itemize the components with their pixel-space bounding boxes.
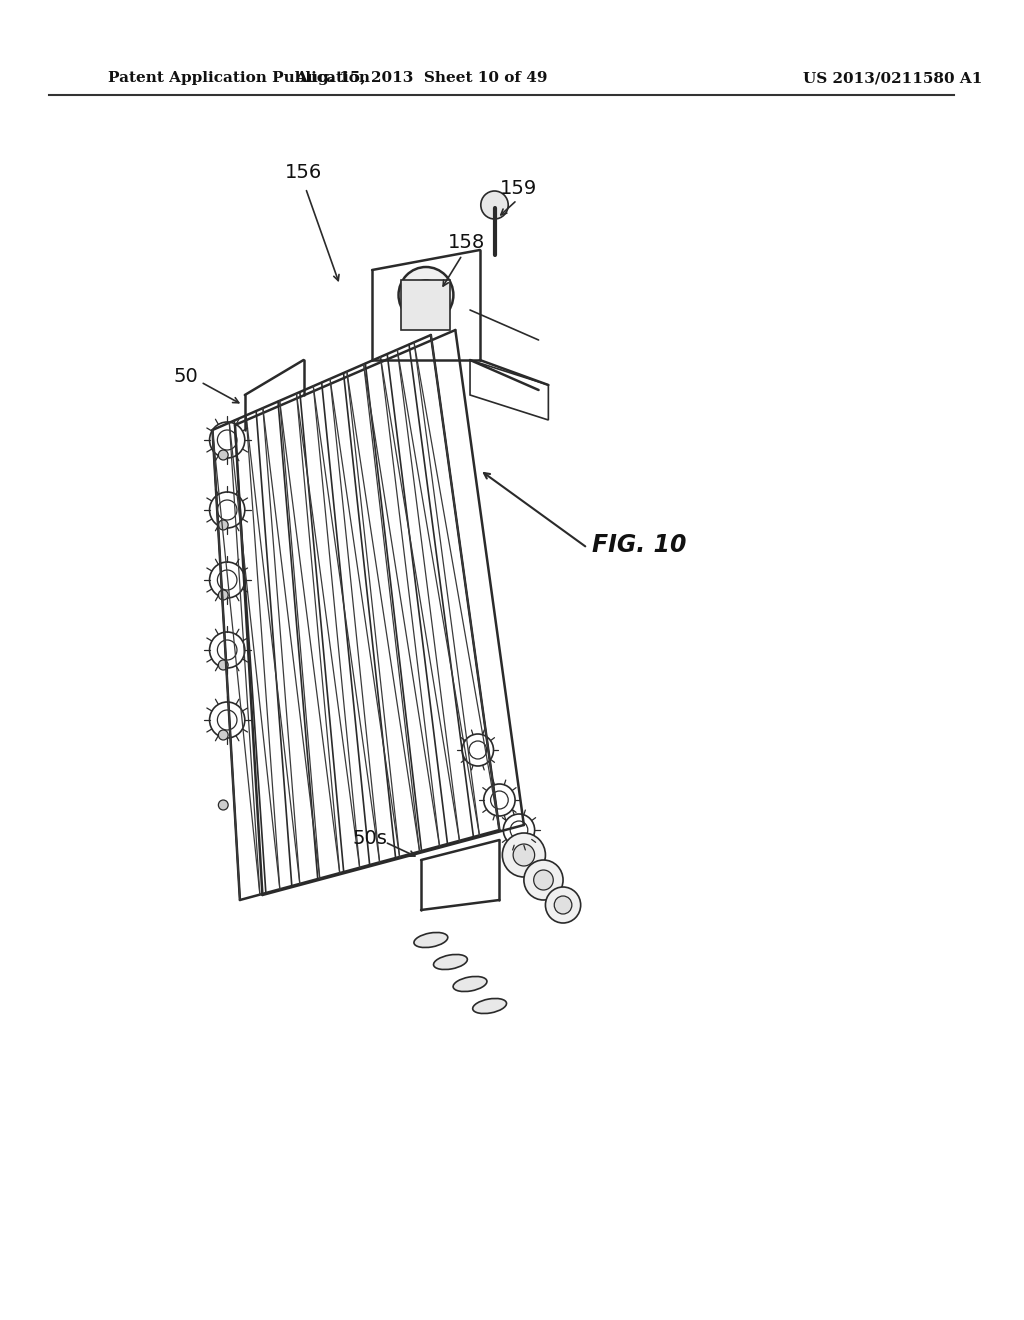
Text: 158: 158 xyxy=(447,232,484,252)
Text: FIG. 10: FIG. 10 xyxy=(593,533,687,557)
Polygon shape xyxy=(401,280,451,330)
Text: Aug. 15, 2013  Sheet 10 of 49: Aug. 15, 2013 Sheet 10 of 49 xyxy=(295,71,547,84)
Circle shape xyxy=(503,833,546,876)
Circle shape xyxy=(218,520,228,531)
Circle shape xyxy=(546,887,581,923)
Ellipse shape xyxy=(414,932,447,948)
Text: Patent Application Publication: Patent Application Publication xyxy=(108,71,370,84)
Text: 50: 50 xyxy=(174,367,199,387)
Text: 156: 156 xyxy=(285,162,323,181)
Ellipse shape xyxy=(473,998,507,1014)
Circle shape xyxy=(218,450,228,459)
Circle shape xyxy=(534,870,553,890)
Text: 50s: 50s xyxy=(352,829,388,847)
Circle shape xyxy=(398,267,454,323)
Ellipse shape xyxy=(433,954,467,969)
Text: 159: 159 xyxy=(501,178,538,198)
Circle shape xyxy=(218,590,228,601)
Text: US 2013/0211580 A1: US 2013/0211580 A1 xyxy=(803,71,982,84)
Circle shape xyxy=(524,861,563,900)
Circle shape xyxy=(218,800,228,810)
Circle shape xyxy=(513,843,535,866)
Circle shape xyxy=(218,660,228,671)
Circle shape xyxy=(218,730,228,741)
Circle shape xyxy=(481,191,508,219)
Circle shape xyxy=(554,896,571,913)
Ellipse shape xyxy=(453,977,487,991)
Circle shape xyxy=(412,280,440,310)
